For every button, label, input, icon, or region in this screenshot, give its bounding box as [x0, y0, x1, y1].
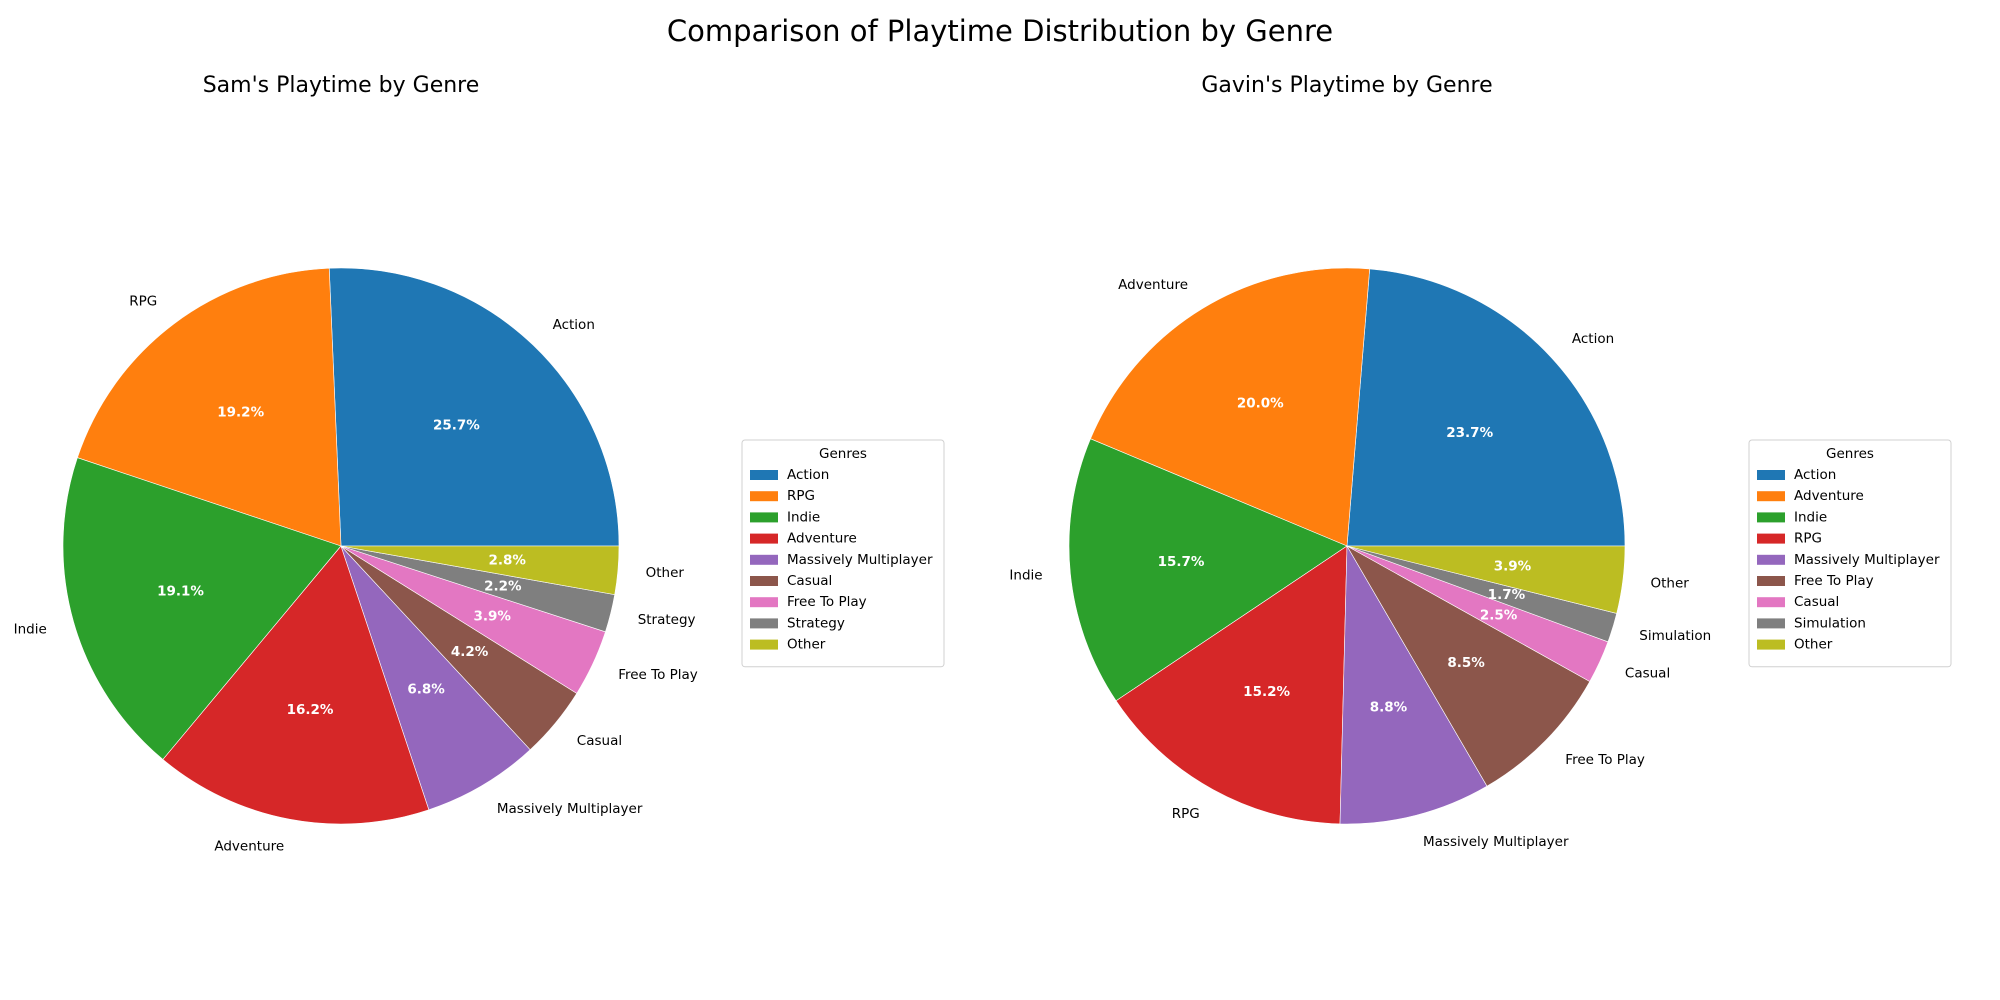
chart-1-legend-swatch-indie	[750, 512, 778, 523]
chart-2-category-label-casual: Casual	[1625, 666, 1670, 682]
chart-2-slice-massively-multiplayer	[1339, 544, 1488, 825]
chart-2-category-label-action: Action	[1572, 331, 1614, 347]
chart-1-legend-label-free-to-play: Free To Play	[787, 594, 867, 610]
chart-1-legend-swatch-massively-multiplayer	[750, 554, 778, 565]
chart-1-legend-label-casual: Casual	[787, 573, 832, 589]
chart-1-legend-label-other: Other	[787, 637, 826, 653]
chart-1-title: Sam's Playtime by Genre	[203, 73, 480, 98]
chart-1-legend-title: Genres	[819, 446, 867, 462]
chart-2-pct-label-action: 23.7%	[1446, 425, 1493, 441]
chart-1-category-label-strategy: Strategy	[638, 612, 696, 628]
chart-1-pct-label-casual: 4.2%	[451, 644, 489, 660]
chart-2-pct-label-adventure: 20.0%	[1237, 396, 1284, 412]
chart-2-title: Gavin's Playtime by Genre	[1201, 73, 1492, 98]
chart-1-legend-label-rpg: RPG	[787, 488, 815, 504]
chart-2-legend-swatch-adventure	[1757, 491, 1785, 502]
chart-2-legend-swatch-simulation	[1757, 618, 1785, 629]
chart-2-pct-label-other: 3.9%	[1494, 558, 1532, 574]
chart-2-slice-adventure	[1090, 267, 1371, 547]
chart-1-slice-massively-multiplayer	[340, 545, 531, 811]
chart-2-legend-swatch-free-to-play	[1757, 576, 1785, 586]
chart-1-pct-label-massively-multiplayer: 6.8%	[407, 682, 445, 698]
chart-1-legend-swatch-adventure	[750, 533, 778, 544]
chart-1-category-label-rpg: RPG	[129, 294, 157, 310]
chart-2-pct-label-massively-multiplayer: 8.8%	[1370, 700, 1408, 716]
chart-2-legend-swatch-indie	[1757, 512, 1785, 523]
chart-1-legend-swatch-other	[750, 639, 778, 650]
chart-1-pct-label-rpg: 19.2%	[217, 405, 264, 421]
chart-2-slice-action	[1346, 268, 1626, 547]
chart-2-category-label-massively-multiplayer: Massively Multiplayer	[1423, 834, 1569, 850]
chart-1-legend-label-massively-multiplayer: Massively Multiplayer	[787, 552, 933, 568]
chart-1-slice-adventure	[162, 545, 430, 825]
chart-2-pct-label-rpg: 15.2%	[1243, 684, 1290, 700]
chart-2-slice-other	[1346, 545, 1626, 614]
chart-2-legend-label-free-to-play: Free To Play	[1794, 573, 1874, 589]
chart-1-legend-label-action: Action	[787, 467, 829, 483]
chart-2-legend-swatch-massively-multiplayer	[1757, 554, 1785, 565]
chart-1-pct-label-other: 2.8%	[488, 553, 526, 569]
chart-1-legend-label-indie: Indie	[787, 509, 820, 525]
chart-2-legend-frame	[1748, 439, 1952, 668]
chart-1-legend-swatch-casual	[750, 576, 778, 586]
chart-2-category-label-other: Other	[1651, 575, 1690, 591]
chart-1-category-label-indie: Indie	[14, 621, 47, 637]
chart-1-category-label-free-to-play: Free To Play	[618, 667, 698, 683]
figure-title: Comparison of Playtime Distribution by G…	[666, 14, 1334, 48]
chart-2-legend-swatch-other	[1757, 639, 1785, 650]
chart-2-legend-swatch-action	[1757, 470, 1785, 480]
chart-1-category-label-casual: Casual	[577, 733, 622, 749]
chart-1-category-label-adventure: Adventure	[214, 839, 284, 855]
chart-2-legend-label-action: Action	[1794, 467, 1836, 483]
chart-2-legend-swatch-rpg	[1757, 533, 1785, 544]
chart-2-slice-rpg	[1115, 545, 1348, 825]
chart-1-legend-label-strategy: Strategy	[787, 615, 845, 631]
chart-1-pct-label-action: 25.7%	[433, 418, 480, 434]
chart-2-category-label-simulation: Simulation	[1639, 628, 1711, 644]
chart-2-legend-title: Genres	[1826, 446, 1874, 462]
chart-1-slice-other	[340, 545, 620, 595]
chart-2-slice-indie	[1068, 438, 1348, 702]
chart-2-legend-label-rpg: RPG	[1794, 531, 1822, 547]
chart-2-pct-label-simulation: 1.7%	[1488, 587, 1526, 603]
chart-2-pct-label-casual: 2.5%	[1480, 608, 1518, 624]
chart-1-legend-swatch-free-to-play	[750, 597, 778, 608]
chart-1-category-label-massively-multiplayer: Massively Multiplayer	[497, 801, 643, 817]
chart-1-legend-swatch-rpg	[750, 491, 778, 502]
chart-2-pct-label-free-to-play: 8.5%	[1447, 655, 1485, 671]
chart-2-category-label-indie: Indie	[1009, 568, 1042, 584]
chart-1-pct-label-free-to-play: 3.9%	[473, 609, 511, 625]
chart-2-slice-free-to-play	[1346, 545, 1591, 787]
chart-2-legend-label-casual: Casual	[1794, 594, 1839, 610]
chart-1-legend-frame	[741, 439, 945, 668]
chart-1-pct-label-strategy: 2.2%	[484, 578, 522, 594]
chart-1-legend-swatch-action	[750, 470, 778, 480]
chart-2-category-label-free-to-play: Free To Play	[1565, 752, 1645, 768]
chart-1-legend-label-adventure: Adventure	[787, 531, 857, 547]
chart-1-slice-rpg	[77, 267, 342, 547]
chart-2-legend-swatch-casual	[1757, 597, 1785, 608]
chart-2-category-label-adventure: Adventure	[1118, 277, 1188, 293]
chart-2-category-label-rpg: RPG	[1172, 806, 1200, 822]
chart-1-slice-action	[328, 267, 620, 547]
chart-2-legend-label-massively-multiplayer: Massively Multiplayer	[1794, 552, 1940, 568]
chart-1-pct-label-indie: 19.1%	[157, 584, 204, 600]
chart-1-slice-indie	[62, 457, 342, 760]
chart-2-legend-label-adventure: Adventure	[1794, 488, 1864, 504]
chart-2-legend-label-indie: Indie	[1794, 509, 1827, 525]
chart-1-category-label-other: Other	[646, 565, 685, 581]
chart-2-pct-label-indie: 15.7%	[1158, 554, 1205, 570]
chart-1-category-label-action: Action	[553, 317, 595, 333]
chart-1-legend-swatch-strategy	[750, 618, 778, 629]
chart-2-legend-label-simulation: Simulation	[1794, 615, 1866, 631]
chart-1-pct-label-adventure: 16.2%	[287, 702, 334, 718]
chart-2-legend-label-other: Other	[1794, 637, 1833, 653]
